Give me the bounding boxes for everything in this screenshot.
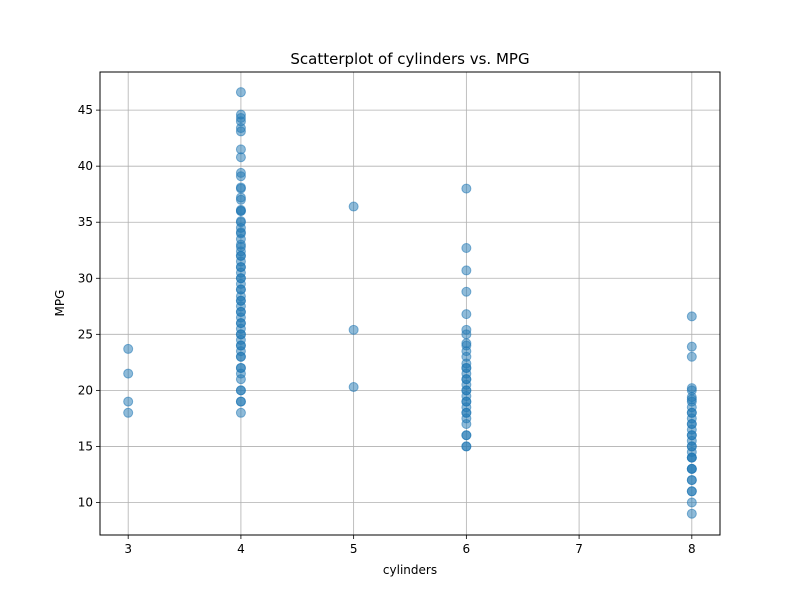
x-tick-label: 6 [463, 542, 471, 556]
scatter-point [461, 286, 472, 297]
scatter-point [686, 486, 697, 497]
scatter-point [686, 475, 697, 486]
x-tick-label: 5 [350, 542, 358, 556]
scatter-point [461, 324, 472, 335]
x-axis-label: cylinders [383, 563, 437, 577]
x-axis-ticks: 3 4 5 6 7 8 [124, 535, 696, 556]
scatter-point [686, 341, 697, 352]
scatter-point [235, 362, 246, 373]
y-tick-label: 25 [78, 327, 93, 341]
scatter-point [235, 87, 246, 98]
scatter-point [348, 201, 359, 212]
scatter-point [235, 109, 246, 120]
scatter-point [235, 385, 246, 396]
scatter-point [686, 463, 697, 474]
scatter-point [235, 167, 246, 178]
y-tick-label: 45 [78, 103, 93, 117]
scatter-point [235, 144, 246, 155]
scatter-point [461, 441, 472, 452]
y-axis-ticks: 10 15 20 25 30 35 40 45 [78, 103, 100, 509]
scatter-point [461, 430, 472, 441]
scatter-point [235, 192, 246, 203]
data-points [123, 87, 697, 519]
x-tick-label: 7 [575, 542, 583, 556]
scatter-point [686, 383, 697, 394]
plot-area-frame [99, 71, 721, 536]
scatter-point [123, 407, 134, 418]
scatter-point [123, 343, 134, 354]
scatter-point [461, 265, 472, 276]
y-tick-label: 15 [78, 439, 93, 453]
scatter-point [235, 182, 246, 193]
scatter-point [686, 311, 697, 322]
scatter-point [123, 368, 134, 379]
scatter-point [686, 351, 697, 362]
y-tick-label: 10 [78, 495, 93, 509]
scatter-point [123, 396, 134, 407]
chart-title: Scatterplot of cylinders vs. MPG [290, 50, 529, 68]
grid [100, 72, 720, 535]
y-tick-label: 30 [78, 271, 93, 285]
y-tick-label: 35 [78, 215, 93, 229]
scatter-point [461, 243, 472, 254]
scatter-point [461, 309, 472, 320]
x-tick-label: 4 [237, 542, 245, 556]
scatter-point [461, 183, 472, 194]
x-tick-label: 3 [124, 542, 132, 556]
x-tick-label: 8 [688, 542, 696, 556]
scatter-point [348, 382, 359, 393]
y-tick-label: 40 [78, 159, 93, 173]
y-tick-label: 20 [78, 383, 93, 397]
scatter-point [348, 324, 359, 335]
scatter-point [235, 396, 246, 407]
scatter-point [686, 497, 697, 508]
scatter-point [461, 338, 472, 349]
scatter-point [235, 407, 246, 418]
scatter-point [235, 216, 246, 227]
scatter-point [686, 508, 697, 519]
y-axis-label: MPG [53, 290, 67, 317]
scatter-point [235, 204, 246, 215]
